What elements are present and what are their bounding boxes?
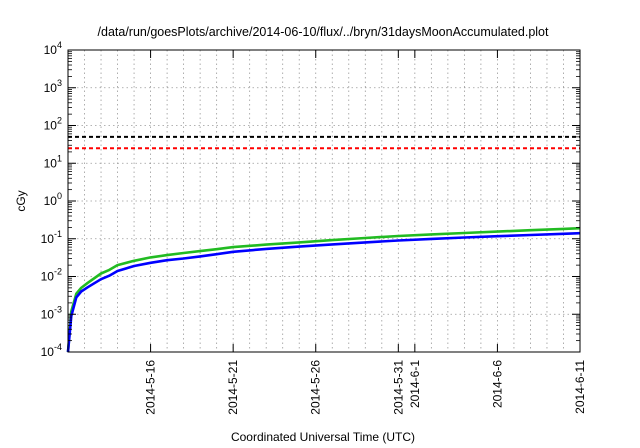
y-tick-label: 10-4 [41, 342, 62, 359]
y-tick-label: 101 [44, 153, 62, 170]
x-tick-label: 2014-5-16 [144, 360, 158, 415]
series-lines [66, 226, 581, 353]
x-tick-label: 2014-6-1 [408, 360, 422, 408]
chart-title: /data/run/goesPlots/archive/2014-06-10/f… [98, 25, 549, 39]
y-axis-label: cGy [14, 190, 28, 211]
series-line [66, 226, 581, 353]
x-tick-label: 2014-6-6 [490, 360, 504, 408]
y-tick-label: 100 [44, 191, 62, 208]
y-tick-label: 10-2 [41, 267, 62, 284]
y-tick-label: 104 [44, 40, 62, 57]
x-tick-label: 2014-6-11 [573, 360, 587, 414]
y-tick-label: 103 [44, 78, 62, 95]
axis-ticks [68, 49, 581, 353]
y-tick-label: 10-3 [41, 304, 62, 321]
grid [68, 50, 580, 352]
x-tick-label: 2014-5-31 [391, 360, 405, 415]
y-tick-label: 102 [44, 116, 62, 133]
y-tick-label: 10-1 [41, 229, 62, 246]
y-tick-labels: 10-4 10-3 10-2 10-1 100 101 102 103 104 [41, 40, 62, 359]
x-axis-label: Coordinated Universal Time (UTC) [231, 430, 415, 444]
x-tick-label: 2014-5-26 [309, 360, 323, 415]
reference-lines [68, 135, 580, 150]
x-tick-label: 2014-5-21 [226, 360, 240, 415]
x-tick-labels: 2014-5-16 2014-5-21 2014-5-26 2014-5-31 2014… [144, 360, 587, 415]
series-line [66, 231, 581, 353]
